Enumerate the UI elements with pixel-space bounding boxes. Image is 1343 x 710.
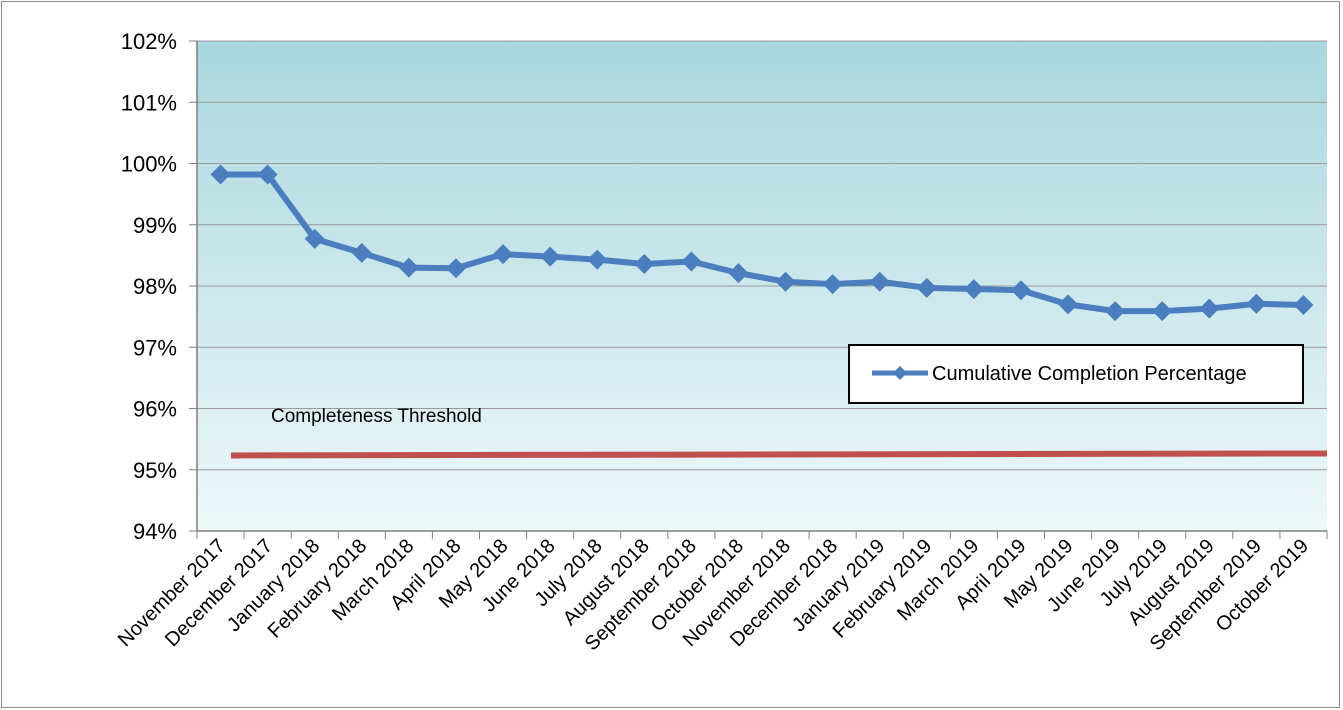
data-point: [1105, 301, 1126, 322]
legend-box: [848, 344, 1304, 404]
y-tick-label: 99%: [133, 213, 177, 238]
y-tick-label: 98%: [133, 274, 177, 299]
axes: [196, 41, 1328, 539]
data-point: [351, 242, 372, 263]
y-tick-label: 96%: [133, 397, 177, 422]
data-point: [1199, 298, 1220, 319]
legend-label: Cumulative Completion Percentage: [932, 363, 1247, 385]
data-point: [398, 257, 419, 278]
data-point: [869, 271, 890, 292]
data-point: [1293, 294, 1314, 315]
data-point: [1152, 301, 1173, 322]
y-tick-labels: 94% 95% 96% 97% 98% 99% 100% 101% 102%: [121, 29, 177, 544]
series-group: [210, 164, 1314, 322]
threshold-line: [230, 450, 1328, 459]
legend-marker-swatch: [893, 366, 907, 380]
threshold-group: Completeness Threshold: [230, 406, 1328, 459]
y-tick-label: 95%: [133, 458, 177, 483]
y-tick-label: 94%: [133, 519, 177, 544]
data-point: [445, 258, 466, 279]
data-point: [1246, 293, 1267, 314]
data-point: [304, 228, 325, 249]
data-point: [1010, 280, 1031, 301]
data-point: [963, 279, 984, 300]
y-tick-label: 100%: [121, 152, 177, 177]
data-point: [728, 263, 749, 284]
legend: Cumulative Completion Percentage: [848, 344, 1304, 404]
data-point: [822, 274, 843, 295]
data-point: [257, 164, 278, 185]
data-point: [634, 253, 655, 274]
data-point: [916, 277, 937, 298]
data-point: [540, 246, 561, 267]
data-point: [775, 271, 796, 292]
y-tick-label: 101%: [121, 90, 177, 115]
y-tick-label: 102%: [121, 29, 177, 54]
data-point: [1058, 294, 1079, 315]
data-point: [210, 164, 231, 185]
data-point: [587, 249, 608, 270]
y-tick-label: 97%: [133, 335, 177, 360]
data-point: [681, 251, 702, 272]
threshold-label: Completeness Threshold: [271, 406, 482, 427]
data-point: [493, 244, 514, 265]
